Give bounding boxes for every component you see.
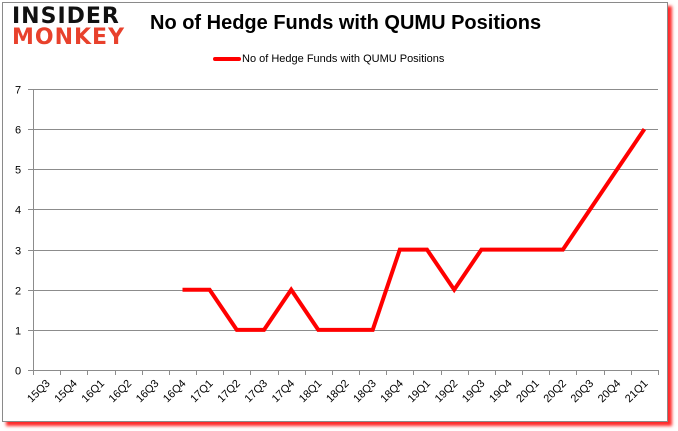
x-tick-label: 18Q4 [378, 378, 406, 406]
insider-monkey-logo: INSIDER MONKEY [12, 4, 126, 50]
chart-frame [2, 2, 668, 422]
x-tick-label: 19Q3 [460, 378, 488, 406]
legend-label: No of Hedge Funds with QUMU Positions [242, 53, 445, 65]
x-tick-label: 18Q2 [324, 378, 352, 406]
x-tick-label: 17Q1 [188, 378, 216, 406]
y-tick-label: 6 [15, 125, 21, 137]
chart-title: No of Hedge Funds with QUMU Positions [150, 12, 542, 34]
x-tick-label: 15Q4 [52, 378, 80, 406]
logo-line-2: MONKEY [12, 25, 126, 50]
x-tick-label: 18Q3 [351, 378, 379, 406]
y-tick-label: 7 [15, 85, 21, 97]
x-tick-label: 19Q4 [487, 378, 515, 406]
y-tick-label: 4 [15, 205, 21, 217]
x-tick-label: 17Q4 [270, 378, 298, 406]
series-line [182, 127, 647, 332]
legend-line-swatch-icon [213, 57, 241, 61]
x-tick-label: 17Q2 [215, 378, 243, 406]
x-tick-label: 16Q3 [134, 378, 162, 406]
logo-line-1: INSIDER [12, 4, 120, 29]
x-tick-label: 16Q2 [107, 378, 135, 406]
y-tick-label: 3 [15, 246, 21, 258]
x-tick-label: 20Q3 [569, 378, 597, 406]
x-tick-label: 20Q2 [541, 378, 569, 406]
y-tick-label: 2 [15, 286, 21, 298]
x-tick-label: 16Q1 [80, 378, 108, 406]
x-tick-label: 19Q2 [433, 378, 461, 406]
x-tick-label: 17Q3 [243, 378, 271, 406]
x-tick-label: 20Q4 [596, 378, 624, 406]
chart-legend: No of Hedge Funds with QUMU Positions [213, 53, 444, 65]
x-tick-label: 16Q4 [161, 378, 189, 406]
y-tick-label: 1 [15, 326, 21, 338]
x-tick-label: 19Q1 [406, 378, 434, 406]
y-tick-label: 0 [15, 366, 21, 378]
y-tick-label: 5 [15, 165, 21, 177]
x-tick-label: 21Q1 [623, 378, 651, 406]
x-tick-label: 20Q1 [514, 378, 542, 406]
x-tick-label: 15Q3 [25, 378, 53, 406]
x-tick-label: 18Q1 [297, 378, 325, 406]
